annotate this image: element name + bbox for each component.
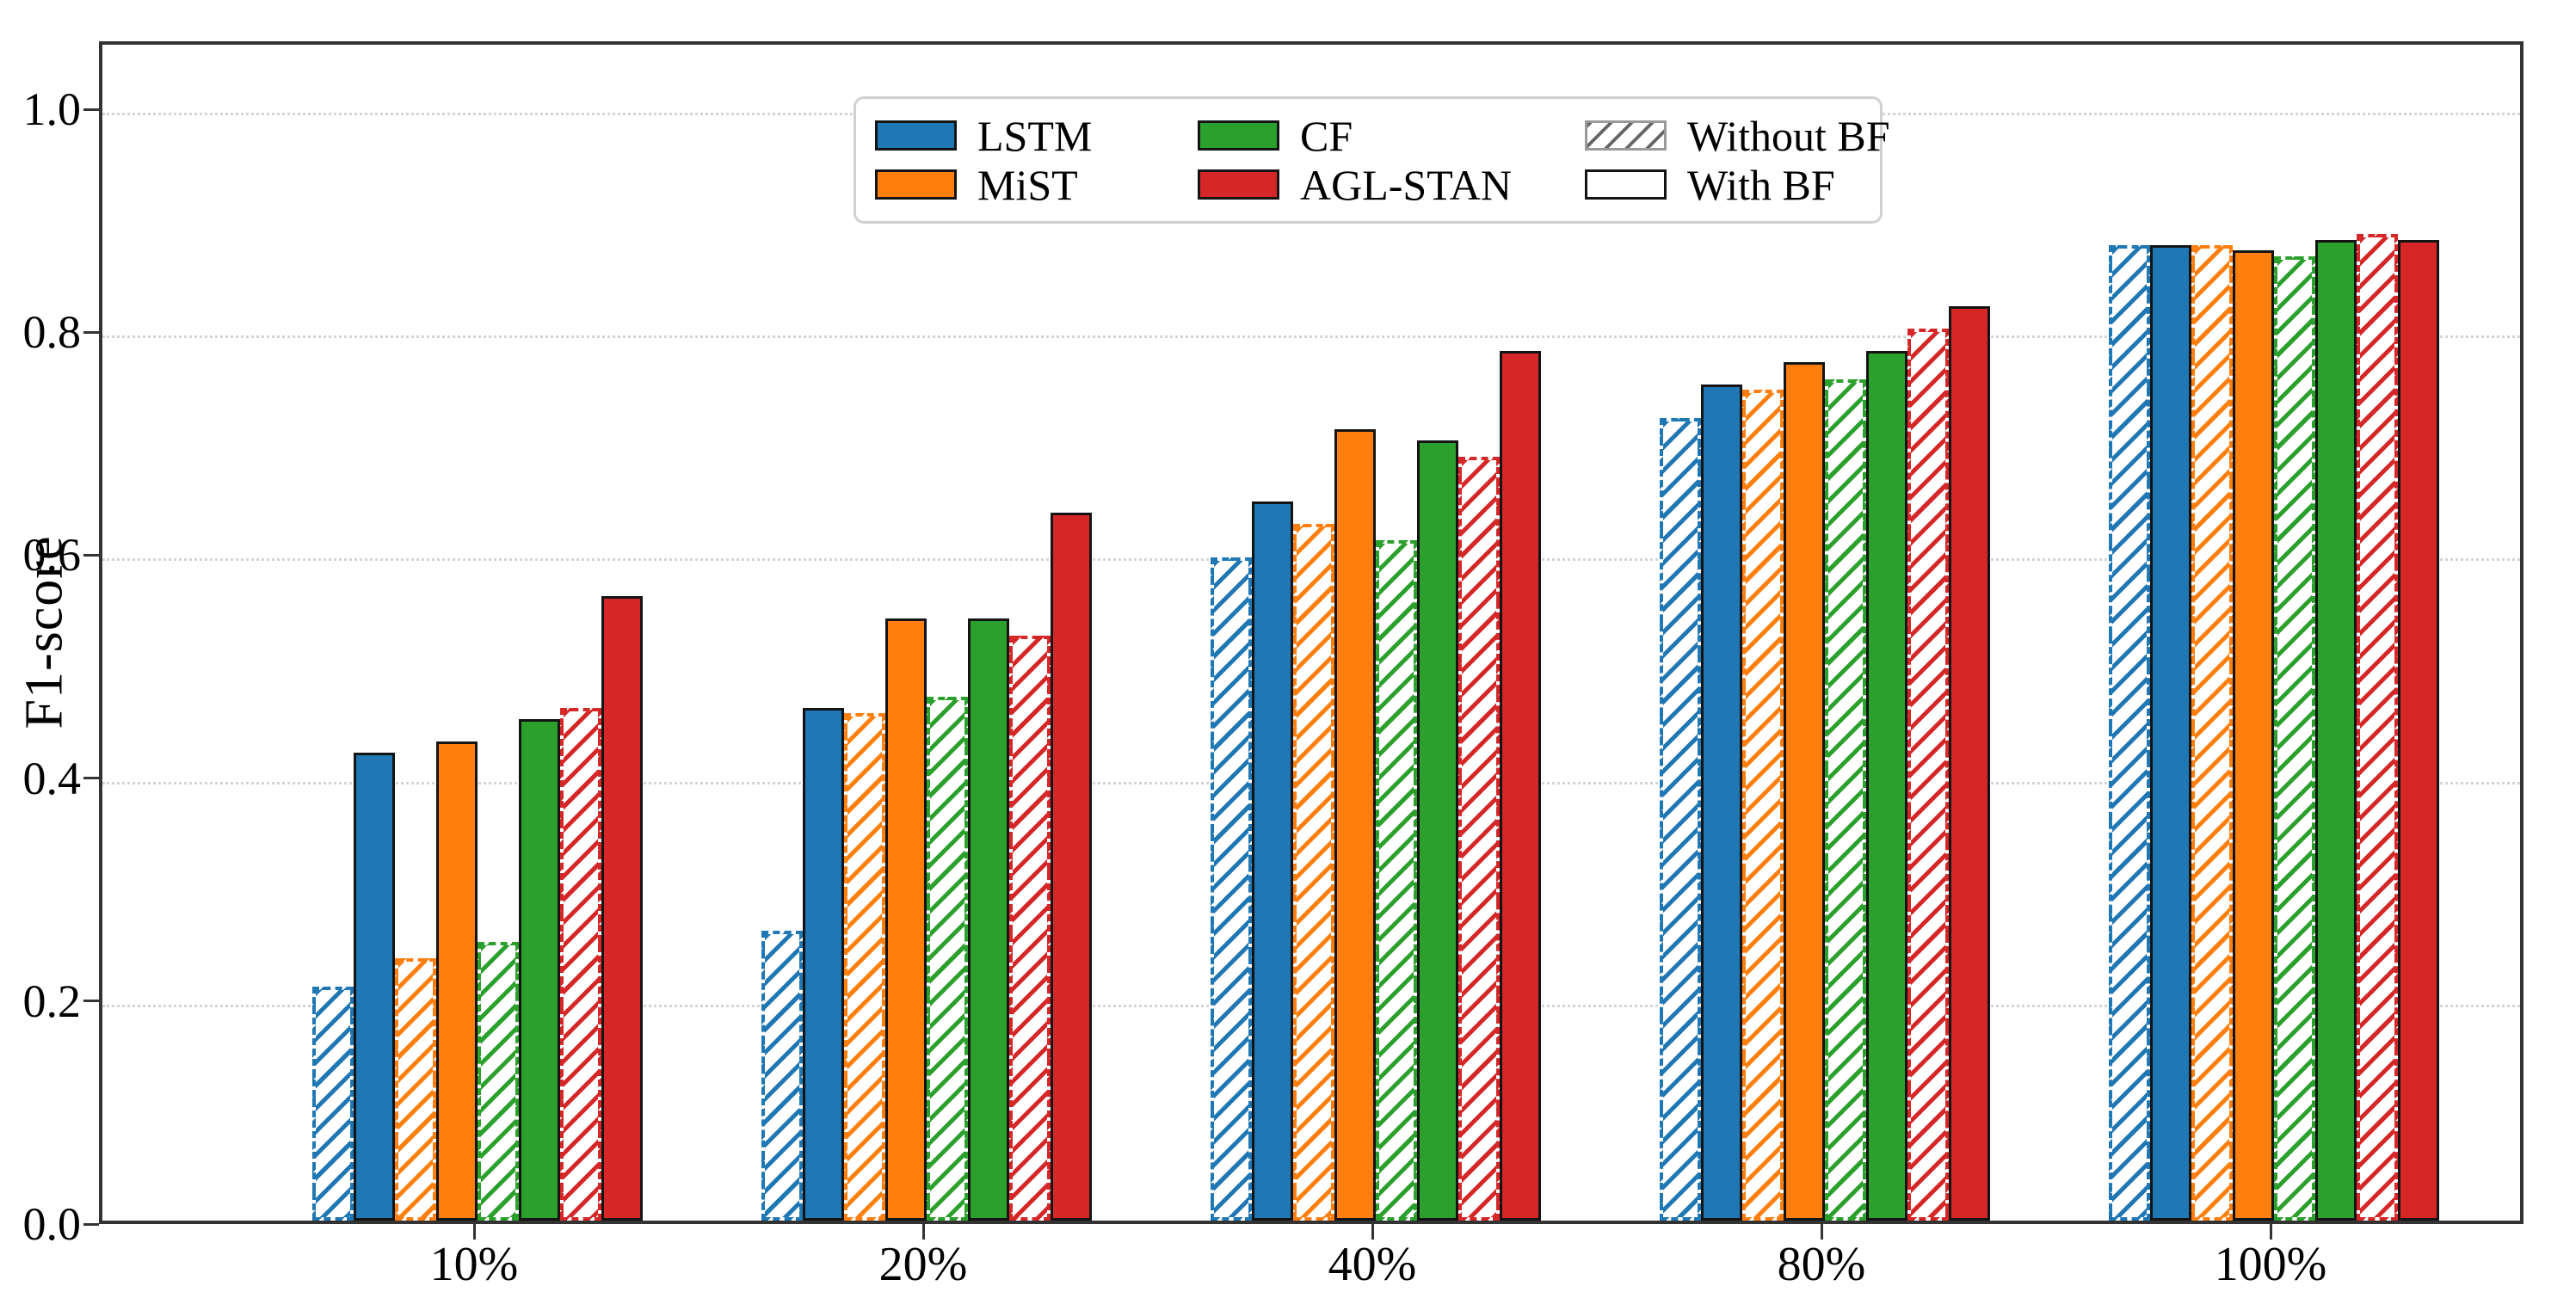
bar-80%-CF-with-bf	[1866, 351, 1907, 1221]
bar-10%-AGL-STAN-with-bf	[601, 596, 643, 1221]
legend-item-agl-stan: AGL-STAN	[1198, 163, 1585, 207]
bar-100%-MiST-without-bf	[2191, 245, 2233, 1221]
bar-100%-LSTM-without-bf	[2109, 245, 2150, 1221]
bar-10%-LSTM-with-bf	[354, 753, 395, 1221]
bar-100%-MiST-with-bf	[2233, 250, 2274, 1221]
legend-label-without-bf: Without BF	[1687, 111, 1890, 160]
bar-100%-AGL-STAN-without-bf	[2357, 234, 2398, 1221]
legend-item-cf: CF	[1198, 114, 1585, 158]
bar-80%-MiST-without-bf	[1742, 390, 1784, 1221]
bar-80%-CF-without-bf	[1825, 379, 1866, 1221]
x-tick-mark-10%	[472, 1224, 476, 1240]
bar-40%-MiST-with-bf	[1334, 429, 1376, 1221]
bar-100%-CF-with-bf	[2315, 240, 2357, 1221]
y-tick-mark-0.6	[83, 553, 99, 557]
legend: LSTM CF Without BF MiST AGL-STAN With BF	[854, 96, 1890, 224]
bar-10%-CF-without-bf	[478, 942, 519, 1221]
y-tick-mark-1.0	[83, 108, 99, 111]
y-tick-label-0.4: 0.4	[22, 752, 82, 804]
legend-item-without-bf: Without BF	[1585, 114, 1890, 158]
bar-20%-CF-with-bf	[968, 618, 1009, 1221]
bar-40%-CF-without-bf	[1376, 540, 1417, 1221]
x-tick-mark-100%	[2269, 1224, 2272, 1240]
bar-40%-AGL-STAN-with-bf	[1500, 351, 1541, 1221]
bar-80%-LSTM-without-bf	[1660, 418, 1701, 1221]
bar-20%-LSTM-without-bf	[761, 931, 803, 1221]
bar-100%-CF-without-bf	[2274, 256, 2315, 1221]
legend-swatch-with-bf	[1585, 169, 1667, 200]
legend-swatch-lstm	[875, 120, 957, 151]
y-tick-mark-0.2	[83, 1000, 99, 1003]
x-tick-label-10%: 10%	[429, 1238, 519, 1291]
gridline-0.8	[102, 335, 2520, 339]
legend-item-with-bf: With BF	[1585, 163, 1877, 207]
bar-20%-LSTM-with-bf	[803, 708, 844, 1221]
legend-item-lstm: LSTM	[875, 114, 1198, 158]
legend-label-mist: MiST	[977, 160, 1078, 209]
bar-40%-LSTM-without-bf	[1211, 557, 1252, 1221]
legend-swatch-mist	[875, 169, 957, 200]
bar-10%-CF-with-bf	[519, 719, 560, 1221]
bar-80%-LSTM-with-bf	[1701, 385, 1742, 1221]
x-tick-mark-80%	[1820, 1224, 1823, 1240]
bar-10%-MiST-with-bf	[436, 741, 478, 1221]
bar-80%-MiST-with-bf	[1784, 362, 1825, 1221]
bar-40%-AGL-STAN-without-bf	[1458, 457, 1500, 1221]
y-tick-mark-0.8	[83, 330, 99, 334]
bar-100%-LSTM-with-bf	[2150, 245, 2191, 1221]
bar-20%-AGL-STAN-without-bf	[1009, 636, 1051, 1221]
bar-10%-LSTM-without-bf	[312, 987, 354, 1221]
bar-100%-AGL-STAN-with-bf	[2398, 240, 2439, 1221]
legend-swatch-agl-stan	[1198, 169, 1279, 200]
y-tick-label-0.8: 0.8	[22, 306, 82, 359]
legend-label-with-bf: With BF	[1687, 160, 1835, 209]
y-tick-label-0.0: 0.0	[22, 1198, 82, 1250]
bar-20%-CF-without-bf	[927, 697, 968, 1221]
bar-20%-MiST-with-bf	[885, 618, 927, 1221]
x-tick-label-80%: 80%	[1777, 1238, 1866, 1291]
y-tick-label-1.0: 1.0	[22, 83, 82, 135]
y-tick-label-0.2: 0.2	[22, 975, 82, 1027]
legend-label-cf: CF	[1300, 111, 1353, 160]
x-tick-label-20%: 20%	[878, 1238, 968, 1291]
x-tick-mark-40%	[1371, 1224, 1374, 1240]
plot-area	[99, 41, 2524, 1224]
bar-40%-CF-with-bf	[1417, 440, 1458, 1221]
bar-10%-MiST-without-bf	[395, 958, 436, 1221]
legend-label-agl-stan: AGL-STAN	[1300, 160, 1512, 209]
legend-item-mist: MiST	[875, 163, 1198, 207]
x-tick-label-100%: 100%	[2214, 1238, 2327, 1291]
bar-20%-AGL-STAN-with-bf	[1051, 513, 1092, 1221]
x-tick-label-40%: 40%	[1328, 1238, 1417, 1291]
legend-swatch-without-bf	[1585, 120, 1667, 151]
y-tick-mark-0.4	[83, 777, 99, 780]
bar-80%-AGL-STAN-with-bf	[1949, 306, 1990, 1221]
y-tick-label-0.6: 0.6	[22, 529, 82, 581]
legend-swatch-cf	[1198, 120, 1279, 151]
bar-10%-AGL-STAN-without-bf	[560, 708, 601, 1221]
bar-20%-MiST-without-bf	[844, 713, 885, 1221]
bar-40%-LSTM-with-bf	[1252, 501, 1293, 1221]
x-tick-mark-20%	[921, 1224, 925, 1240]
bar-80%-AGL-STAN-without-bf	[1907, 329, 1949, 1221]
y-tick-mark-0.0	[83, 1222, 99, 1226]
legend-label-lstm: LSTM	[977, 111, 1093, 160]
bar-40%-MiST-without-bf	[1293, 524, 1334, 1221]
